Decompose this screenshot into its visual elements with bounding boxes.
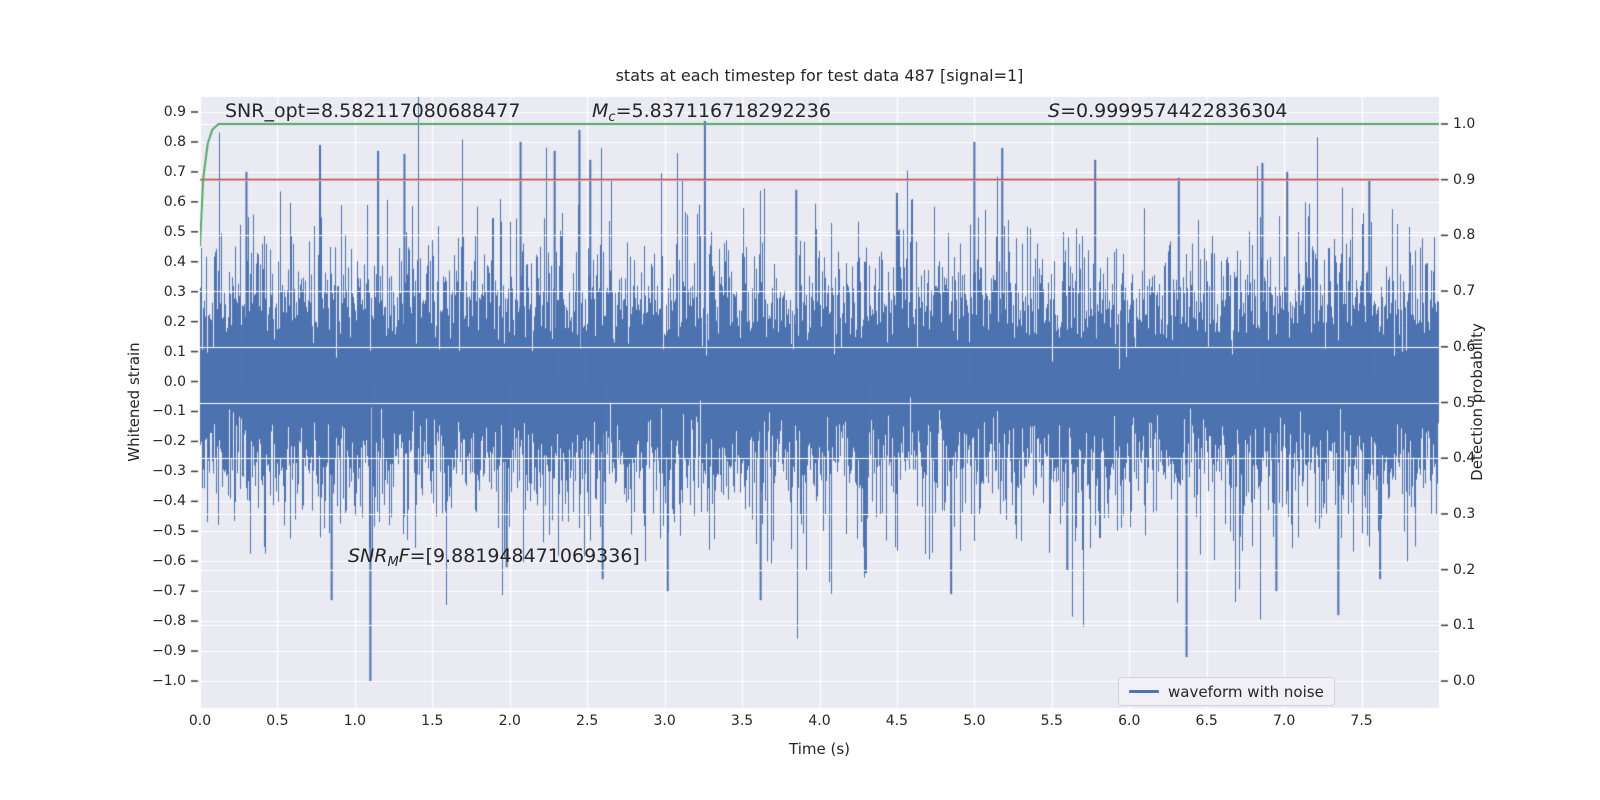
x-tick: 0.0	[188, 713, 212, 729]
y-tick-left: −0.1	[152, 403, 186, 420]
y-tick-left: 0.7	[163, 163, 186, 180]
y-tick-left: 0.3	[163, 283, 186, 300]
x-tick: 1.5	[421, 713, 444, 729]
y-tick-left: −0.9	[152, 643, 186, 660]
y-tick-right: 0.9	[1453, 171, 1476, 188]
y-tick-left: −0.6	[152, 553, 186, 570]
x-axis-label: Time (s)	[789, 740, 850, 758]
legend-line-swatch	[1129, 690, 1159, 693]
x-tick: 6.0	[1118, 713, 1141, 729]
x-tick: 3.0	[653, 713, 676, 729]
x-tick: 2.5	[576, 713, 599, 729]
y-tick-right: 1.0	[1453, 115, 1476, 132]
y-tick-left: 0.1	[163, 343, 186, 360]
y-tick-right: 0.1	[1453, 617, 1476, 634]
y-tick-left: −0.2	[152, 433, 186, 450]
y-tick-right: 0.4	[1453, 450, 1476, 467]
y-tick-right: 0.7	[1453, 283, 1476, 300]
y-tick-left: −0.5	[152, 523, 186, 540]
y-tick-left: −0.8	[152, 613, 186, 630]
x-tick: 4.0	[808, 713, 831, 729]
y-tick-left: −1.0	[152, 673, 186, 690]
annotation-s: S=0.9999574422836304	[1048, 100, 1288, 122]
annotation-snr_mf: SNRMF=[9.881948471069336]	[348, 545, 640, 570]
y-tick-right: 0.2	[1453, 561, 1476, 578]
chart-title: stats at each timestep for test data 487…	[615, 66, 1024, 85]
y-tick-right: 0.0	[1453, 673, 1476, 690]
y-tick-left: 0.9	[163, 103, 186, 120]
y-tick-right: 0.8	[1453, 227, 1476, 244]
x-tick: 5.5	[1040, 713, 1063, 729]
x-tick: 5.0	[963, 713, 986, 729]
y-tick-left: −0.7	[152, 583, 186, 600]
y-tick-left: 0.2	[163, 313, 186, 330]
x-tick: 4.5	[885, 713, 909, 729]
y-tick-right: 0.6	[1453, 338, 1476, 355]
x-tick: 6.5	[1195, 713, 1218, 729]
y-tick-left: −0.4	[152, 493, 186, 510]
y-tick-left: 0.4	[163, 253, 186, 270]
legend-label: waveform with noise	[1168, 682, 1324, 701]
annotation-snr_opt: SNR_opt=8.582117080688477	[225, 100, 521, 122]
y-tick-right: 0.5	[1453, 394, 1476, 411]
x-tick: 2.0	[498, 713, 521, 729]
x-tick: 1.0	[343, 713, 366, 729]
x-tick: 7.5	[1350, 713, 1373, 729]
x-tick: 3.5	[730, 713, 754, 729]
legend: waveform with noise	[1118, 677, 1335, 706]
y-tick-right: 0.3	[1453, 505, 1476, 522]
y-tick-left: 0.0	[163, 373, 186, 390]
y-tick-left: 0.8	[163, 133, 186, 150]
x-tick: 0.5	[266, 713, 289, 729]
y-tick-left: 0.5	[163, 223, 186, 240]
annotation-mc: Mc=5.837116718292236	[592, 100, 831, 125]
y-tick-left: 0.6	[163, 193, 186, 210]
x-tick: 7.0	[1272, 713, 1296, 729]
y-tick-left: −0.3	[152, 463, 186, 480]
